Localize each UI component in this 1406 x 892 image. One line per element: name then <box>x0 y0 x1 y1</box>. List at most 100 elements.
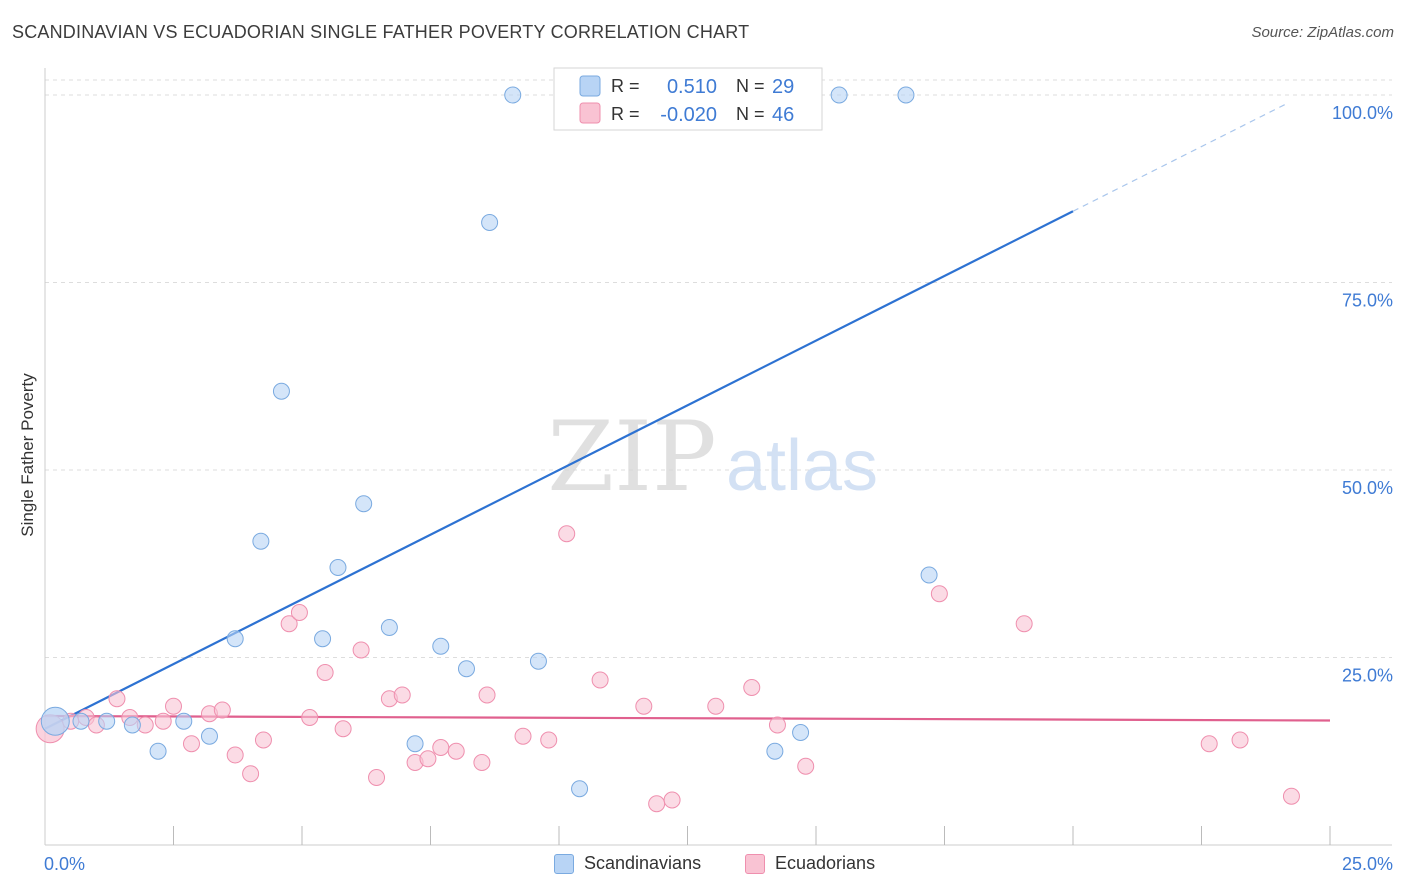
tick-label-layer: 25.0% 50.0% 75.0% 100.0% 0.0% 25.0% <box>44 103 1393 874</box>
data-point-ecuadorians <box>591 671 609 689</box>
legend-bottom: Scandinavians Ecuadorians <box>0 850 1406 880</box>
data-point-ecuadorians <box>393 686 411 704</box>
legend-swatch-ecuadorians <box>579 102 601 124</box>
grid-layer <box>45 79 1392 658</box>
data-point-scandinavians <box>40 706 70 736</box>
y-tick-label: 100.0% <box>1332 103 1393 123</box>
data-point-ecuadorians <box>1200 735 1218 753</box>
watermark-zip: ZIP <box>547 401 716 513</box>
data-point-ecuadorians <box>290 604 308 621</box>
watermark: ZIP atlas <box>547 401 878 513</box>
data-point-ecuadorians <box>165 697 182 715</box>
data-point-scandinavians <box>920 566 938 584</box>
watermark-atlas: atlas <box>726 426 878 506</box>
source-label: Source: ZipAtlas.com <box>1251 24 1394 41</box>
x-tick-label: 25.0% <box>1342 854 1393 874</box>
data-point-ecuadorians <box>768 716 786 734</box>
data-point-scandinavians <box>830 86 848 104</box>
data-point-ecuadorians <box>352 641 370 659</box>
data-point-scandinavians <box>457 660 475 678</box>
data-point-ecuadorians <box>316 664 334 681</box>
data-point-ecuadorians <box>226 746 244 764</box>
axes-layer <box>44 68 1392 846</box>
legend-top: R = 0.510 N = 29 R = -0.020 N = 46 <box>553 67 823 131</box>
chart-title: SCANDINAVIAN VS ECUADORIAN SINGLE FATHER… <box>12 22 750 42</box>
data-point-ecuadorians <box>242 765 260 783</box>
data-point-ecuadorians <box>635 697 653 715</box>
data-point-ecuadorians <box>930 585 948 603</box>
legend-n-value: 46 <box>772 104 794 126</box>
data-point-ecuadorians <box>473 754 491 771</box>
data-point-ecuadorians <box>301 709 319 726</box>
legend-n-value: 29 <box>772 76 794 98</box>
data-point-scandinavians <box>529 652 547 670</box>
y-tick-label: 75.0% <box>1342 291 1393 311</box>
legend-r-value: -0.020 <box>660 104 717 126</box>
data-point-scandinavians <box>200 727 218 745</box>
data-point-scandinavians <box>272 382 290 400</box>
points-layer <box>35 86 1300 813</box>
legend-n-label: N = <box>736 76 765 96</box>
data-point-ecuadorians <box>558 525 576 543</box>
data-point-scandinavians <box>897 86 915 104</box>
data-point-scandinavians <box>504 86 522 104</box>
data-point-scandinavians <box>72 712 90 730</box>
data-point-ecuadorians <box>540 731 558 749</box>
data-point-ecuadorians <box>334 720 352 738</box>
trend-extension-scandinavians <box>1072 102 1290 212</box>
y-tick-label: 25.0% <box>1342 666 1393 686</box>
data-point-scandinavians <box>571 780 589 798</box>
legend-item-ecuadorians[interactable]: Ecuadorians <box>745 853 875 874</box>
data-point-scandinavians <box>175 712 193 730</box>
data-point-scandinavians <box>355 495 373 513</box>
data-point-scandinavians <box>252 532 270 550</box>
data-point-ecuadorians <box>1282 787 1300 805</box>
data-point-ecuadorians <box>447 742 465 760</box>
data-point-ecuadorians <box>419 750 437 768</box>
legend-n-label: N = <box>736 104 765 124</box>
legend-swatch-scandinavians <box>579 75 601 97</box>
data-point-ecuadorians <box>254 731 272 749</box>
y-tick-label: 50.0% <box>1342 478 1393 498</box>
data-point-ecuadorians <box>213 701 231 719</box>
data-point-ecuadorians <box>478 686 496 704</box>
data-point-ecuadorians <box>514 727 532 745</box>
trend-line-ecuadorians <box>44 714 1331 722</box>
data-point-ecuadorians <box>154 712 172 730</box>
data-point-scandinavians <box>226 630 244 648</box>
data-point-scandinavians <box>406 735 424 753</box>
data-point-ecuadorians <box>182 735 200 753</box>
trend-line-scandinavians <box>44 210 1074 730</box>
legend-r-label: R = <box>611 76 640 96</box>
trend-layer <box>44 102 1331 730</box>
data-point-ecuadorians <box>368 769 386 786</box>
legend-label-ecuadorians: Ecuadorians <box>775 853 876 873</box>
data-point-ecuadorians <box>707 697 725 715</box>
legend-label-scandinavians: Scandinavians <box>584 853 702 873</box>
legend-r-value: 0.510 <box>667 76 717 98</box>
data-point-ecuadorians <box>797 757 815 775</box>
data-point-ecuadorians <box>743 679 761 696</box>
data-point-scandinavians <box>329 559 347 576</box>
data-point-ecuadorians <box>1015 615 1033 633</box>
data-point-scandinavians <box>766 742 784 760</box>
legend-item-scandinavians[interactable]: Scandinavians <box>554 853 701 874</box>
data-point-scandinavians <box>123 716 141 734</box>
data-point-ecuadorians <box>663 791 681 809</box>
data-point-scandinavians <box>481 214 499 231</box>
data-point-ecuadorians <box>280 615 298 633</box>
data-point-scandinavians <box>98 712 116 730</box>
data-point-ecuadorians <box>1231 731 1249 749</box>
legend-swatch-scandinavians <box>554 853 574 874</box>
data-point-scandinavians <box>792 724 810 741</box>
data-point-scandinavians <box>432 637 450 655</box>
legend-r-label: R = <box>611 104 640 124</box>
data-point-ecuadorians <box>108 690 126 708</box>
data-point-scandinavians <box>380 619 398 636</box>
data-point-ecuadorians <box>432 739 450 756</box>
data-point-scandinavians <box>149 742 167 760</box>
data-point-scandinavians <box>314 630 332 648</box>
data-point-ecuadorians <box>648 795 666 813</box>
legend-swatch-ecuadorians <box>745 853 765 874</box>
